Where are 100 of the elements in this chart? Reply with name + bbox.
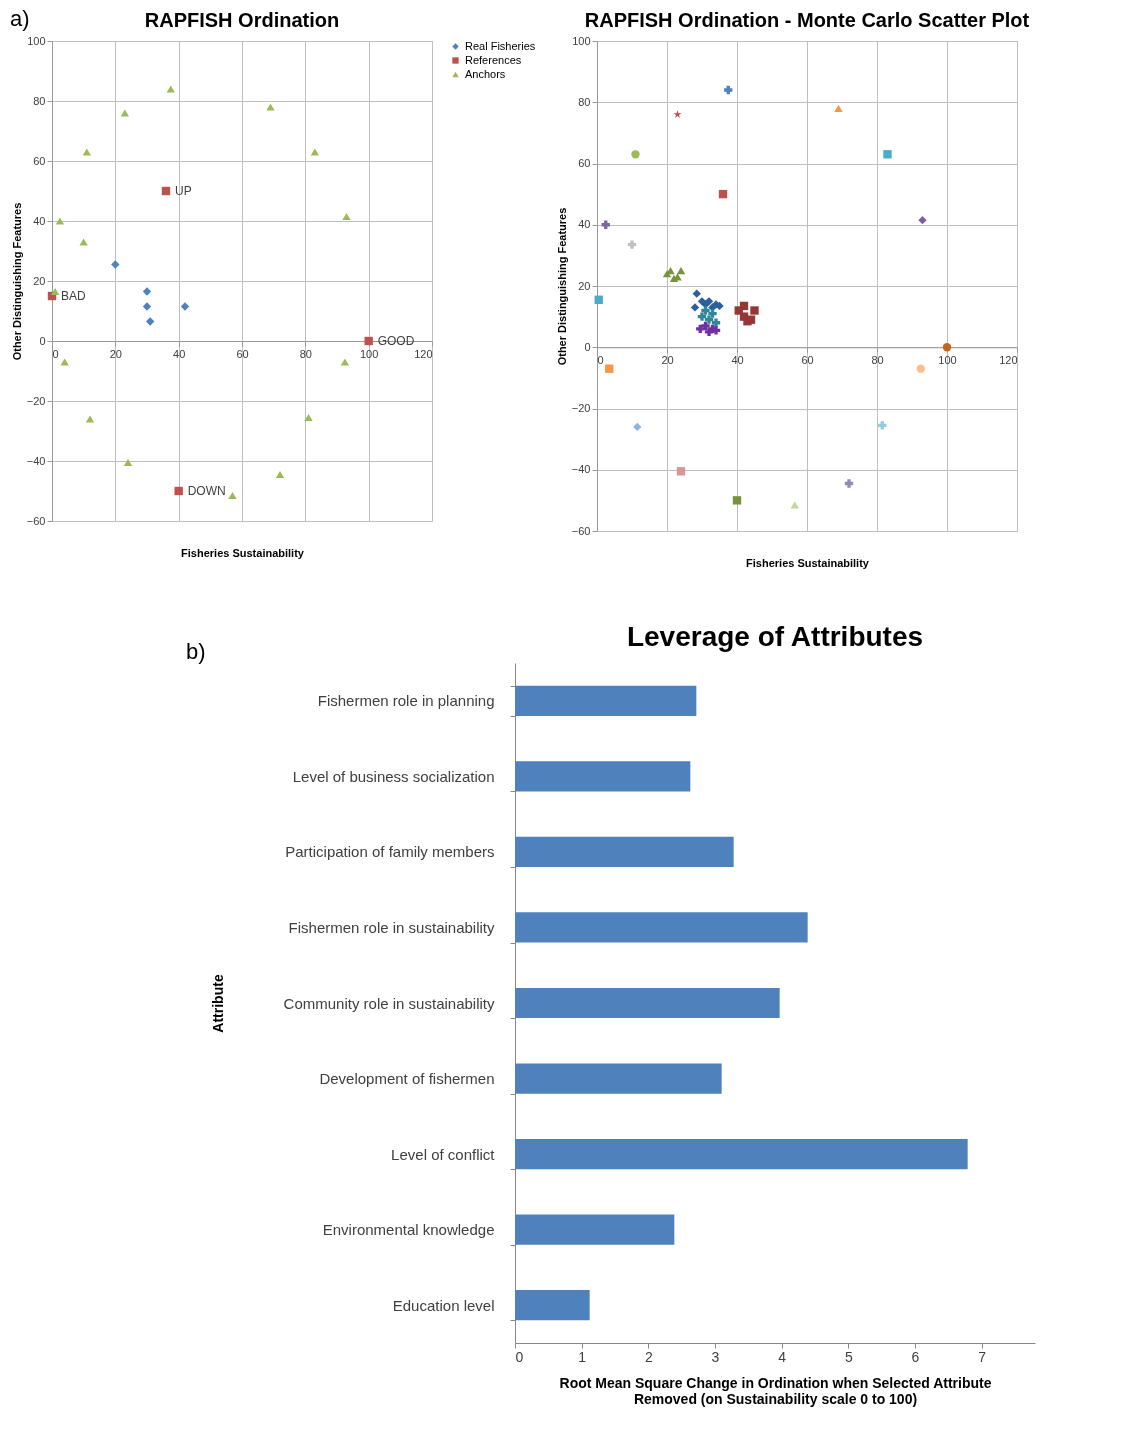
y-tick-label: −60: [571, 524, 591, 537]
y-tick-label: Fishermen role in planning: [317, 692, 495, 710]
point: [85, 415, 95, 423]
y-tick-label: 20: [578, 279, 591, 292]
y-tick-label: Level of business socialization: [292, 767, 495, 785]
point: [718, 189, 728, 199]
bar: [515, 761, 691, 792]
point: [174, 486, 183, 496]
point: [266, 103, 275, 111]
x-tick-label: 100: [938, 353, 957, 366]
x-tick-label: 40: [731, 353, 744, 366]
bar: [515, 1063, 722, 1094]
point: [690, 303, 700, 312]
bar: [515, 685, 697, 716]
x-tick-label: 1: [578, 1348, 587, 1365]
point: [676, 267, 686, 275]
point: [340, 358, 350, 366]
x-axis-title: Root Mean Square Change in Ordination when Selected Attribute Removed (on Sustainability scale 0 to 100): [559, 1374, 992, 1407]
x-axis-title: Fisheries Sustainability: [181, 546, 305, 559]
point: [304, 413, 313, 422]
x-tick-label: 100: [359, 347, 379, 360]
y-tick-label: 80: [33, 94, 46, 107]
x-tick-label: 120: [414, 347, 433, 360]
y-tick-label: Participation of family members: [285, 843, 495, 861]
point: [594, 295, 603, 304]
x-tick-label: 80: [299, 347, 312, 360]
chart-title: RAPFISH Ordination - Monte Carlo Scatter Plot: [584, 9, 1030, 31]
y-tick-label: −60: [26, 514, 46, 527]
point: [697, 312, 707, 321]
point: [916, 364, 925, 373]
point: [750, 306, 759, 315]
legend-label: References: [465, 53, 522, 66]
annotation: DOWN: [187, 484, 226, 498]
point: [310, 148, 320, 156]
point: [50, 287, 60, 296]
y-tick-label: −40: [26, 454, 46, 467]
point: [120, 109, 130, 117]
x-tick-label: 2: [644, 1348, 653, 1365]
point: [605, 364, 614, 373]
point: [364, 336, 373, 346]
point: [142, 287, 152, 296]
point: [123, 458, 133, 467]
point: [142, 302, 152, 311]
point: [633, 422, 642, 432]
point: [145, 317, 155, 326]
bar: [515, 987, 780, 1019]
annotation: UP: [175, 184, 192, 198]
point: [166, 85, 175, 93]
bar: [515, 836, 734, 867]
point: [918, 215, 927, 225]
x-tick-label: 60: [236, 347, 249, 360]
y-tick-label: Development of fishermen: [319, 1070, 495, 1088]
point: [696, 324, 705, 334]
point: [676, 467, 686, 476]
point: [708, 309, 717, 318]
y-tick-label: 40: [578, 218, 591, 231]
x-tick-label: 0: [515, 1348, 524, 1365]
point: [275, 470, 285, 479]
x-tick-label: 6: [911, 1348, 920, 1365]
point: [673, 110, 682, 118]
legend-label: Real Fisheries: [465, 39, 536, 52]
bar: [515, 1214, 675, 1245]
point: [692, 289, 701, 298]
y-tick-label: −20: [571, 402, 591, 414]
point: [883, 150, 892, 159]
point: [111, 260, 120, 269]
annotation: BAD: [61, 289, 87, 303]
chart-title: RAPFISH Ordination: [144, 9, 340, 31]
annotation: GOOD: [377, 334, 415, 348]
x-tick-label: 0: [52, 347, 59, 360]
x-axis-title: Fisheries Sustainability: [746, 556, 870, 569]
y-tick-label: 20: [33, 274, 46, 287]
x-tick-label: 7: [978, 1348, 987, 1365]
y-axis-title: Other Distinguishing Features: [555, 207, 568, 366]
chart-title: Leverage of Attributes: [626, 621, 924, 652]
point: [55, 217, 65, 225]
point: [631, 150, 640, 159]
point: [732, 496, 742, 505]
bar: [515, 912, 808, 943]
x-tick-label: 20: [109, 347, 122, 360]
x-tick-label: 40: [173, 347, 186, 360]
x-tick-label: 120: [999, 353, 1018, 366]
point: [161, 186, 171, 196]
point: [878, 421, 887, 430]
bar: [515, 1139, 968, 1170]
y-tick-label: −20: [26, 394, 46, 407]
point: [79, 238, 88, 246]
y-tick-label: Fishermen role in sustainability: [288, 918, 495, 936]
y-axis-title: Other Distinguishing Features: [10, 202, 23, 361]
x-tick-label: 60: [801, 353, 814, 366]
x-tick-label: 4: [778, 1348, 787, 1365]
y-tick-label: 100: [572, 34, 591, 47]
x-tick-label: 20: [661, 353, 674, 366]
x-tick-label: 5: [844, 1348, 853, 1365]
point: [704, 297, 714, 306]
point: [942, 343, 952, 352]
point: [739, 301, 749, 311]
y-tick-label: 60: [578, 157, 591, 169]
point: [627, 240, 637, 249]
point: [724, 85, 733, 95]
